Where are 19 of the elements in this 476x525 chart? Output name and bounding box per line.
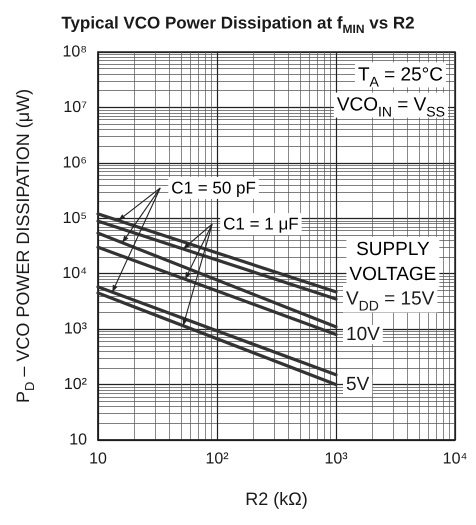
y-tick-label: 10⁸	[62, 44, 87, 60]
annotation: SUPPLY VOLTAGE	[349, 238, 436, 285]
y-tick-label: 10⁴	[62, 265, 88, 282]
y-tick-label: 10⁶	[62, 154, 87, 172]
y-tick-label: 10³	[64, 320, 88, 338]
x-axis-title: R2 (kΩ)	[245, 489, 308, 509]
y-tick-label: 10⁷	[63, 98, 88, 116]
x-tick-label: 10	[89, 450, 107, 468]
annotation: C1 = 50 pF	[171, 178, 256, 198]
y-tick-label: 10²	[64, 376, 88, 394]
y-axis-title: PD – VCO POWER DISSIPATION (μW)	[13, 88, 37, 404]
x-tick-label: 10³	[324, 450, 348, 468]
x-tick-label: 10²	[205, 450, 230, 468]
series-label: 5V	[346, 374, 370, 396]
x-tick-label: 10⁴	[442, 450, 468, 468]
y-tick-label: 10⁵	[62, 210, 87, 227]
y-tick-label: 10	[69, 432, 88, 448]
annotation: C1 = 1 μF	[223, 214, 299, 234]
series-label: 10V	[346, 324, 380, 346]
